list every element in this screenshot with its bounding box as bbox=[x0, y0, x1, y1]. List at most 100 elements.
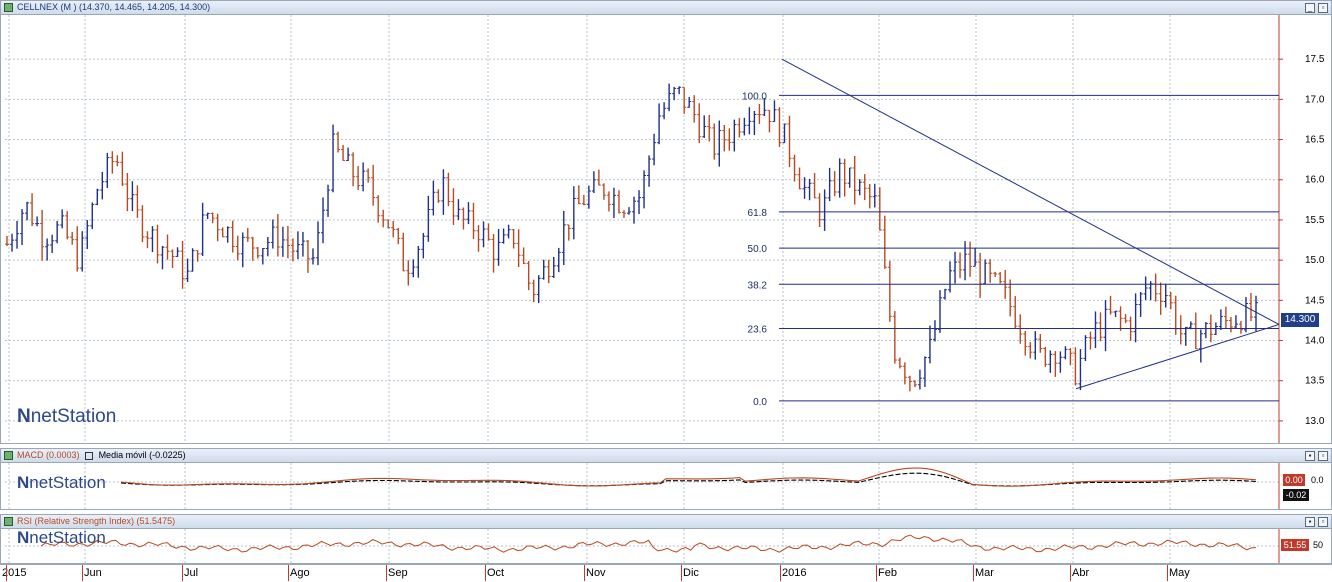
macd-close-button[interactable]: ▪ bbox=[1305, 451, 1315, 461]
ohlc-bar bbox=[882, 215, 887, 269]
ohlc-bar bbox=[797, 167, 802, 190]
x-axis: 2015 Jun Jul Ago Sep Oct Nov Dic 2016 Feb Mar Abr Ma… bbox=[0, 564, 1332, 582]
x-tick-mark bbox=[681, 565, 682, 581]
ohlc-bar bbox=[1088, 331, 1093, 350]
ohlc-bar bbox=[160, 245, 165, 270]
ohlc-bar bbox=[280, 226, 285, 257]
ohlc-bar bbox=[35, 216, 40, 227]
fib-label: 38.2 bbox=[748, 280, 768, 291]
ohlc-bar bbox=[190, 248, 195, 272]
ohlc-bar bbox=[270, 219, 275, 249]
ohlc-bar bbox=[426, 195, 431, 242]
ohlc-bar bbox=[1018, 314, 1023, 344]
ohlc-bar bbox=[25, 201, 30, 221]
last-price-badge: 14.300 bbox=[1281, 313, 1319, 327]
ohlc-bar bbox=[471, 202, 476, 239]
price-watermark: NnetStation bbox=[17, 406, 116, 428]
ohlc-bar bbox=[571, 186, 576, 240]
ohlc-bar bbox=[566, 224, 571, 241]
y-tick-label: 17.5 bbox=[1305, 54, 1325, 65]
ohlc-bar bbox=[406, 260, 411, 286]
fib-label: 23.6 bbox=[748, 324, 768, 335]
ohlc-bar bbox=[1138, 291, 1143, 317]
ohlc-bar bbox=[215, 213, 220, 242]
ohlc-bar bbox=[692, 95, 697, 123]
ohlc-bar bbox=[421, 232, 426, 259]
ohlc-bar bbox=[220, 227, 225, 238]
ohlc-bar bbox=[346, 147, 351, 161]
ohlc-bar bbox=[295, 231, 300, 260]
ohlc-bar bbox=[130, 181, 135, 212]
fib-label: 61.8 bbox=[748, 208, 768, 219]
x-tick-label: 2016 bbox=[782, 567, 807, 579]
ohlc-bar bbox=[456, 199, 461, 220]
ohlc-bar bbox=[175, 247, 180, 257]
ohlc-bar bbox=[877, 187, 882, 231]
ohlc-bar bbox=[195, 250, 200, 262]
ohlc-bar bbox=[1254, 295, 1258, 332]
ohlc-bar bbox=[993, 271, 998, 277]
x-tick-mark bbox=[1167, 565, 1168, 581]
maximize-button[interactable]: ▫ bbox=[1318, 3, 1328, 13]
ohlc-bar bbox=[1103, 300, 1108, 352]
ohlc-bar bbox=[902, 362, 907, 385]
ohlc-bar bbox=[551, 256, 556, 278]
ohlc-bar bbox=[697, 103, 702, 143]
ohlc-bar bbox=[1038, 334, 1043, 353]
ohlc-bar bbox=[531, 279, 536, 303]
macd-watermark: NnetStation bbox=[17, 473, 106, 493]
ohlc-bar bbox=[391, 221, 396, 238]
ohlc-bar bbox=[396, 227, 401, 245]
ohlc-bar bbox=[1203, 322, 1208, 339]
ohlc-bar bbox=[225, 226, 230, 243]
indicator-icon bbox=[4, 451, 13, 460]
ohlc-bar bbox=[65, 211, 70, 240]
ohlc-bar bbox=[55, 220, 60, 244]
ohlc-bar bbox=[210, 212, 215, 224]
ohlc-bar bbox=[637, 190, 642, 215]
ohlc-bar bbox=[1248, 292, 1253, 322]
ohlc-bar bbox=[45, 238, 50, 261]
x-tick-label: Nov bbox=[586, 567, 606, 579]
ohlc-bar bbox=[40, 209, 45, 261]
ohlc-bar bbox=[5, 235, 9, 246]
ohlc-bar bbox=[1093, 311, 1098, 349]
ohlc-bar bbox=[667, 83, 672, 112]
x-tick-mark bbox=[876, 565, 877, 581]
y-tick-label: 17.0 bbox=[1305, 94, 1325, 105]
ohlc-bar bbox=[652, 133, 657, 166]
ohlc-bar bbox=[461, 207, 466, 230]
ohlc-bar bbox=[1113, 310, 1118, 317]
ohlc-bar bbox=[581, 194, 586, 206]
macd-value-badge: 0.00 bbox=[1283, 474, 1305, 486]
ohlc-bar bbox=[150, 226, 155, 253]
ohlc-bar bbox=[642, 170, 647, 209]
minimize-button[interactable]: _ bbox=[1305, 3, 1315, 13]
fib-label: 50.0 bbox=[748, 244, 768, 255]
ohlc-bar bbox=[331, 124, 336, 193]
ohlc-bar bbox=[401, 232, 406, 272]
ohlc-bar bbox=[300, 231, 305, 257]
ohlc-bar bbox=[536, 275, 541, 304]
ohlc-bar bbox=[1033, 331, 1038, 360]
price-panel-header: CELLNEX (M ) (14.370, 14.465, 14.205, 14… bbox=[1, 1, 1331, 15]
ohlc-bar bbox=[1118, 306, 1123, 331]
ohlc-bar bbox=[155, 224, 160, 264]
ohlc-bar bbox=[501, 228, 506, 244]
ohlc-bar bbox=[852, 155, 857, 205]
x-tick-label: 2015 bbox=[2, 567, 27, 579]
rsi-close-button[interactable]: ▪ bbox=[1305, 517, 1315, 527]
ohlc-bar bbox=[481, 221, 486, 248]
ohlc-bar bbox=[732, 119, 737, 152]
ohlc-bar bbox=[1163, 283, 1168, 308]
rsi-maximize-button[interactable]: ▫ bbox=[1318, 517, 1328, 527]
x-tick-mark bbox=[1070, 565, 1071, 581]
ohlc-bar bbox=[867, 183, 872, 209]
x-tick-label: Sep bbox=[388, 567, 408, 579]
ohlc-bar bbox=[120, 151, 125, 186]
macd-panel-header: MACD (0.0003) Media móvil (-0.0225) ▪ ▫ bbox=[1, 449, 1331, 463]
ohlc-bar bbox=[727, 128, 732, 151]
ohlc-bar bbox=[341, 145, 346, 161]
macd-maximize-button[interactable]: ▫ bbox=[1318, 451, 1328, 461]
ohlc-bar bbox=[621, 210, 626, 218]
